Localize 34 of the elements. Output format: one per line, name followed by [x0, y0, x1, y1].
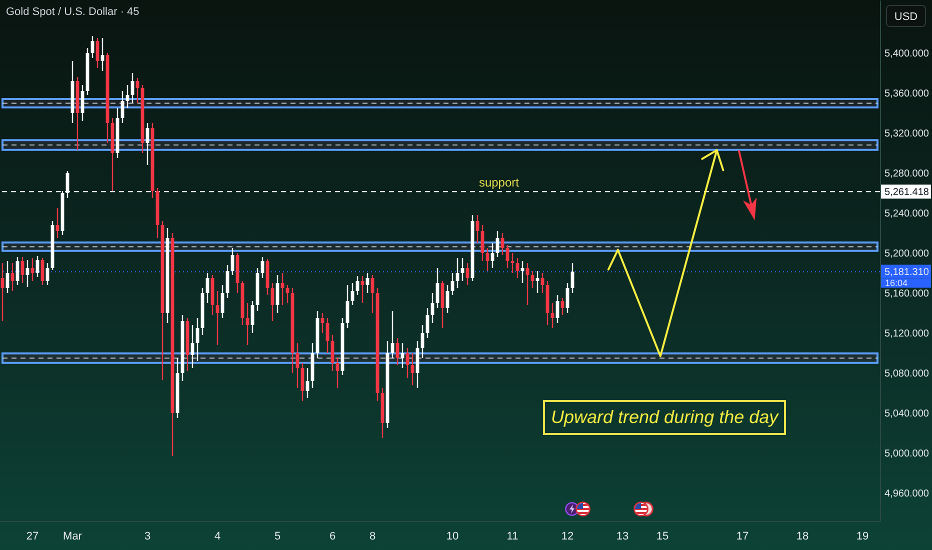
x-tick-label: 11 [506, 530, 518, 542]
y-tick-label: 4,960.000 [884, 488, 930, 500]
y-tick-label: 5,200.000 [884, 248, 930, 260]
y-tick-label: 5,360.000 [884, 88, 930, 100]
y-tick-label: 5,000.000 [884, 448, 930, 460]
y-tick-label: 5,040.000 [884, 408, 930, 420]
y-tick-label: 5,400.000 [884, 48, 930, 60]
y-tick-label: 5,120.000 [884, 328, 930, 340]
x-tick-label: 8 [369, 530, 376, 542]
x-tick-label: 12 [561, 530, 574, 542]
x-tick-label: 3 [144, 530, 151, 542]
x-tick-label: 27 [26, 530, 39, 542]
annotation: Upward trend during the day [543, 400, 786, 435]
ref-line-label: support [478, 176, 520, 190]
y-tick-label: 5,240.000 [884, 208, 930, 220]
x-tick-label: 13 [616, 530, 629, 542]
x-tick-label: 17 [736, 530, 749, 542]
text: 16:04 [885, 278, 908, 288]
y-tick-label: 5,160.000 [884, 288, 930, 300]
y-tick-label: 5,320.000 [884, 128, 930, 140]
x-tick-label: 5 [274, 530, 281, 542]
x-tick-label: 19 [856, 530, 869, 542]
y-tick-label: 5,181.310 [884, 267, 930, 278]
x-tick-label: 4 [214, 530, 221, 542]
y-tick-label: 5,080.000 [884, 368, 930, 380]
x-tick-label: 6 [329, 530, 336, 542]
y-tick-label: 5,261.418 [884, 187, 930, 198]
x-tick-label: 10 [446, 530, 459, 542]
y-axis-title: USD [886, 5, 926, 27]
y-tick-label: 5,280.000 [884, 168, 930, 180]
x-tick-label: 15 [656, 530, 669, 542]
x-tick-label: 18 [796, 530, 809, 542]
text: Gold Spot / U.S. Dollar · 45 [6, 6, 140, 18]
x-tick-label: Mar [63, 530, 82, 542]
